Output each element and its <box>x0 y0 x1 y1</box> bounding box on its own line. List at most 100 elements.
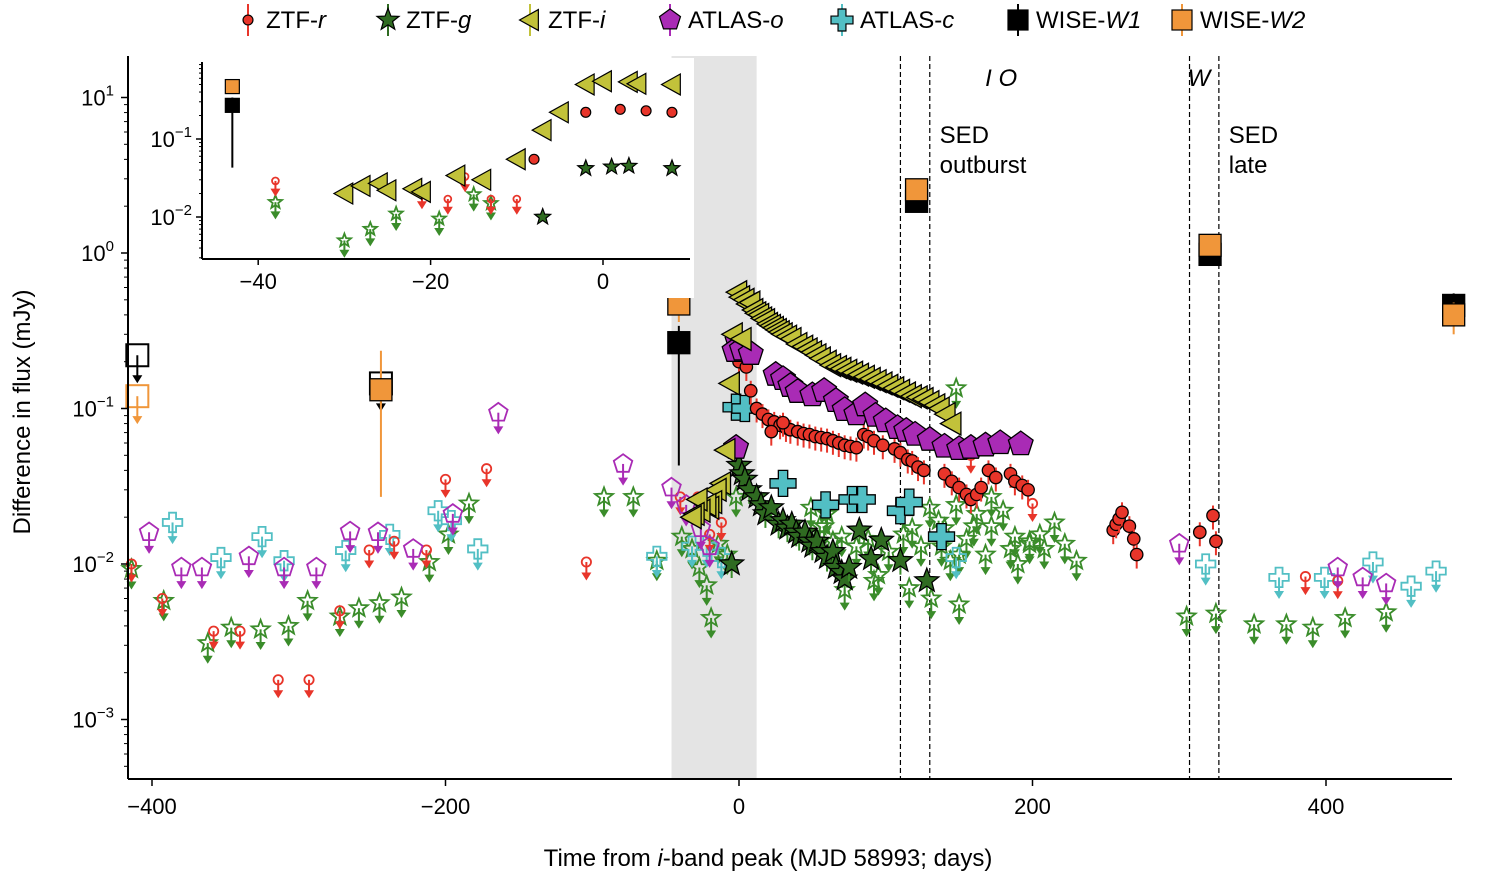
data-point-ul-atlas-c-arrow-head <box>167 536 178 545</box>
data-point-ul-atlas-c-arrow-head <box>651 569 662 578</box>
data-point-ul-atlas-o <box>1352 566 1374 587</box>
legend-item-wise-w2: WISE-W2 <box>1171 4 1305 36</box>
data-point-ul-ztf-g-arrow-head <box>980 567 991 576</box>
y-tick-label: 100 <box>81 238 114 266</box>
data-point-ztf-r <box>1209 534 1223 549</box>
data-point-ul-ztf-g <box>1333 605 1357 628</box>
data-point-ul-ztf-g-arrow-head <box>302 613 313 622</box>
data-point-ul-atlas-o <box>1168 532 1190 553</box>
data-point-ul-atlas-c <box>1362 551 1384 573</box>
data-point-ul-atlas-o-arrow-head <box>666 501 677 510</box>
inset-point-ztf-i <box>332 182 354 205</box>
data-point-ul-ztf-g-arrow-head <box>1071 573 1082 582</box>
data-point-ztf-r <box>1021 482 1035 497</box>
data-point-ul-ztf-g-arrow-head <box>374 615 385 624</box>
inset-point-ul-ztf-g <box>361 219 380 237</box>
data-point-ul-atlas-o-arrow-head <box>372 545 383 554</box>
inset-point-ztf-i <box>591 69 612 93</box>
y-tick-exponent: 0 <box>106 238 114 255</box>
data-point-ul-ztf-g-arrow-head <box>986 538 997 547</box>
data-point-ul-ztf-g-arrow-head <box>1012 576 1023 585</box>
data-point-atlas-o <box>987 429 1014 455</box>
data-point-ul-ztf-g-arrow-head <box>883 564 894 573</box>
data-point-ul-ztf-g <box>1003 524 1027 547</box>
data-point-ul-ztf-g <box>457 491 481 514</box>
inset-point-ul-ztf-r-arrow-head <box>416 201 427 210</box>
inset-x-tick-label: 0 <box>597 269 609 294</box>
legend-item-ztf-g: ZTF-g <box>375 4 472 36</box>
data-point-ul-ztf-r <box>208 625 220 637</box>
data-point-ul-wise-w2 <box>125 384 150 409</box>
data-point-ul-ztf-g <box>1028 522 1052 545</box>
legend-label-prefix: WISE- <box>1036 7 1105 34</box>
inset-point-ztf-i <box>470 168 492 192</box>
data-point-ul-atlas-c <box>1400 575 1422 597</box>
data-point-ul-ztf-g-arrow-head <box>1039 561 1050 570</box>
data-point-ul-atlas-o-arrow-head <box>447 527 458 536</box>
data-point-ul-ztf-g-arrow-head <box>731 509 742 518</box>
data-point-ul-ztf-g <box>974 542 997 565</box>
data-point-ztf-r <box>849 440 864 455</box>
legend-label-suffix: i <box>600 7 606 34</box>
data-point-ul-atlas-c <box>1313 566 1336 589</box>
y-tick-exponent: −2 <box>175 202 192 219</box>
data-point-ul-ztf-g <box>862 568 886 591</box>
data-point-ul-atlas-c <box>273 550 295 572</box>
data-point-ztf-i <box>679 504 702 530</box>
data-point-ul-ztf-g <box>918 495 942 518</box>
legend-label: ATLAS-c <box>860 7 954 34</box>
data-point-ul-ztf-g <box>347 596 371 618</box>
data-point-ul-atlas-c-arrow-head <box>1274 591 1285 600</box>
data-point-ul-ztf-r-arrow-head <box>364 560 375 569</box>
data-point-ul-ztf-g <box>947 592 971 615</box>
data-point-ul-ztf-r-arrow-head <box>389 551 400 560</box>
data-point-ul-ztf-g <box>1374 600 1398 622</box>
data-point-ul-atlas-c <box>1195 553 1217 575</box>
data-point-ul-ztf-r-arrow-head <box>1332 591 1343 600</box>
data-point-ul-ztf-r-arrow-head <box>334 621 345 630</box>
data-point-ul-ztf-g <box>891 522 915 545</box>
y-tick-exponent: −1 <box>97 394 114 411</box>
x-axis-label: Time from i-band peak (MJD 58993; days) <box>544 845 993 872</box>
inset-point-wise-w2 <box>224 78 240 95</box>
data-point-ztf-r <box>875 438 890 453</box>
inset-point-ztf-g <box>576 158 596 177</box>
data-point-ztf-r <box>1129 547 1144 562</box>
data-point-ul-ztf-g-arrow-head <box>706 630 717 639</box>
inset-point-ul-ztf-r-arrow-head <box>511 206 522 215</box>
data-point-ul-ztf-g-arrow-head <box>463 516 474 525</box>
x-axis-label-part: i <box>657 845 663 872</box>
data-point-ul-atlas-o <box>402 538 424 558</box>
data-point-ztf-i <box>717 370 740 396</box>
data-point-ul-ztf-g <box>715 542 739 565</box>
y-tick-label: 101 <box>81 83 114 111</box>
inset-point-ul-ztf-r <box>271 176 280 186</box>
data-point-ul-ztf-g-arrow-head <box>945 573 956 582</box>
data-point-atlas-c <box>811 491 840 519</box>
data-point-ul-atlas-o-arrow-head <box>345 545 356 554</box>
data-point-ul-ztf-r <box>156 592 168 605</box>
data-point-ztf-r <box>764 424 779 439</box>
y-tick-base: 10 <box>81 241 105 266</box>
data-point-ul-ztf-g-arrow-head <box>986 509 997 518</box>
inset-point-ul-ztf-r-arrow-head <box>270 188 281 197</box>
data-point-ul-ztf-g <box>919 586 943 609</box>
legend-label: ATLAS-o <box>688 7 784 34</box>
data-point-ztf-r <box>1126 532 1141 546</box>
data-point-ul-atlas-c-arrow-head <box>257 550 268 559</box>
data-point-ztf-g <box>867 525 896 553</box>
data-point-ul-ztf-r <box>704 528 716 540</box>
legend-item-atlas-c: ATLAS-c <box>830 4 954 36</box>
data-point-ul-ztf-g-arrow-head <box>869 593 880 602</box>
legend-label-prefix: ATLAS- <box>860 7 942 34</box>
data-point-ul-ztf-g-arrow-head <box>926 611 937 620</box>
legend-marker-star-icon <box>375 6 401 31</box>
data-point-ul-atlas-o <box>1327 556 1349 577</box>
data-point-ul-ztf-g-arrow-head <box>1281 636 1292 645</box>
data-point-ztf-i <box>939 411 962 437</box>
data-point-ul-atlas-o-arrow-head <box>243 569 254 578</box>
data-point-ul-ztf-g-arrow-head <box>907 540 918 549</box>
data-point-ztf-r <box>776 415 790 430</box>
legend-label-suffix: g <box>458 7 472 34</box>
inset-point-ul-ztf-r <box>512 194 522 204</box>
